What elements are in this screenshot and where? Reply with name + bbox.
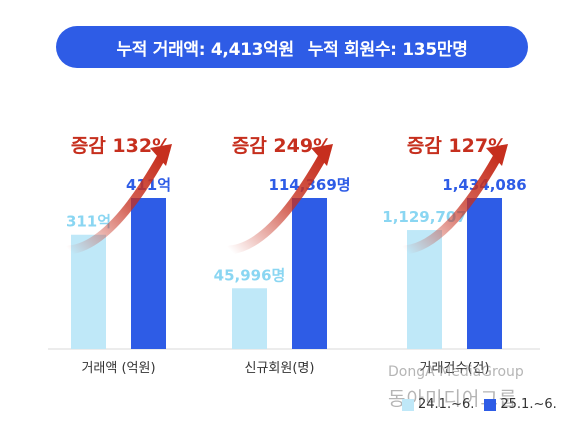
watermark: DongA MediaGroup 동아미디어그룹 (388, 364, 578, 411)
growth-arrowhead-1 (311, 144, 333, 166)
legend-item-curr: 25.1.~6. (484, 397, 557, 412)
growth-arrow-1 (225, 151, 328, 255)
watermark-en: DongA MediaGroup (388, 364, 524, 380)
legend-swatch-curr (484, 398, 497, 411)
growth-arrowhead-2 (486, 144, 508, 166)
bar-curr-0 (131, 198, 166, 349)
category-label-1: 신규회원(명) (245, 361, 315, 376)
growth-label-2: 증감 127% (407, 135, 507, 157)
bar-curr-2 (467, 198, 502, 349)
growth-arrow-2 (400, 151, 503, 255)
summary-banner: 누적 거래액: 4,413억원 누적 회원수: 135만명 (56, 26, 528, 68)
legend-label-prev: 24.1.~6. (418, 397, 475, 412)
growth-label-1: 증감 249% (232, 135, 332, 157)
category-label-2: 거래건수(건) (420, 361, 490, 376)
category-label-0: 거래액 (억원) (81, 361, 155, 376)
data-label-prev-2: 1,129,707 (382, 208, 466, 226)
legend-item-prev: 24.1.~6. (402, 397, 474, 412)
legend-swatch-prev (402, 398, 414, 411)
banner-total-amount: 누적 거래액: 4,413억원 (116, 39, 294, 60)
growth-arrow-0 (64, 151, 167, 255)
data-label-prev-1: 45,996명 (214, 266, 286, 284)
banner-total-members: 누적 회원수: 135만명 (307, 39, 468, 60)
data-label-prev-0: 311억 (66, 213, 111, 231)
growth-label-0: 증감 132% (71, 135, 171, 157)
bar-prev-1 (232, 288, 267, 349)
legend: 24.1.~6. 25.1.~6. (402, 397, 567, 412)
growth-arrowhead-0 (150, 144, 172, 166)
watermark-kr: 동아미디어그룹 (388, 388, 518, 410)
bar-prev-0 (71, 234, 106, 349)
legend-label-curr: 25.1.~6. (500, 397, 557, 412)
bar-curr-1 (292, 198, 327, 349)
